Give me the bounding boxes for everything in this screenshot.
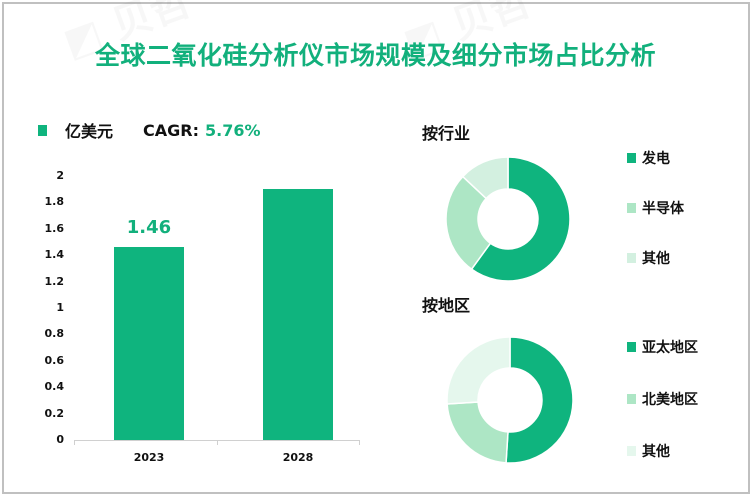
industry-donut-chart — [445, 156, 571, 282]
x-axis-tick — [359, 440, 360, 445]
cagr-label: CAGR: — [143, 120, 199, 140]
donut-slice — [505, 336, 574, 464]
cagr-value: 5.76% — [205, 120, 261, 140]
y-tick-label: 0.8 — [44, 327, 65, 341]
legend-label: 亚太地区 — [642, 340, 698, 356]
legend-swatch-icon — [627, 253, 636, 263]
donut-slice — [445, 175, 492, 271]
legend-label: 北美地区 — [642, 392, 698, 408]
legend-item: 其他 — [627, 441, 670, 461]
y-tick-label: 1.2 — [44, 274, 65, 288]
y-tick-label: 0 — [56, 433, 64, 446]
legend-swatch-icon — [627, 153, 636, 163]
x-tick-label: 2023 — [133, 451, 165, 464]
y-tick-label: 0.4 — [44, 380, 65, 394]
y-tick-label: 0.6 — [44, 353, 65, 367]
bar-legend: 亿美元 CAGR: 5.76% — [38, 118, 261, 142]
legend-swatch-icon — [627, 446, 636, 456]
industry-title: 按行业 — [422, 124, 471, 143]
donut-slice — [446, 401, 509, 464]
donut-slice — [461, 156, 509, 200]
unit-label: 亿美元 — [65, 122, 114, 141]
legend-item: 其他 — [627, 248, 670, 268]
legend-item: 亚太地区 — [627, 337, 698, 357]
legend-label: 发电 — [642, 151, 670, 167]
bar-2023 — [114, 247, 184, 440]
y-tick-label: 1.8 — [44, 195, 65, 209]
y-tick-label: 1.4 — [44, 248, 65, 262]
y-tick-label: 1 — [56, 301, 64, 314]
y-tick-label: 1.6 — [44, 221, 65, 235]
legend-swatch-icon — [627, 203, 636, 213]
legend-swatch-icon — [627, 342, 636, 352]
y-tick-label: 0.2 — [44, 406, 65, 420]
bar-data-label: 1.46 — [126, 217, 172, 239]
x-axis-tick — [74, 440, 75, 445]
legend-swatch-icon — [627, 394, 636, 404]
page-title: 全球二氧化硅分析仪市场规模及细分市场占比分析 — [94, 41, 656, 70]
legend-label: 半导体 — [642, 201, 684, 217]
bar-2028 — [263, 189, 333, 440]
legend-label: 其他 — [642, 444, 670, 460]
legend-item: 北美地区 — [627, 389, 698, 409]
legend-item: 发电 — [627, 148, 670, 168]
x-axis-tick — [217, 440, 218, 445]
legend-label: 其他 — [642, 251, 670, 267]
donut-slice — [446, 336, 511, 405]
legend-swatch-icon — [38, 124, 47, 136]
y-tick-label: 2 — [56, 169, 64, 182]
x-tick-label: 2028 — [282, 451, 314, 464]
region-donut-chart — [446, 336, 574, 464]
region-title: 按地区 — [422, 296, 471, 315]
legend-item: 半导体 — [627, 198, 684, 218]
donut-slice — [470, 156, 571, 282]
